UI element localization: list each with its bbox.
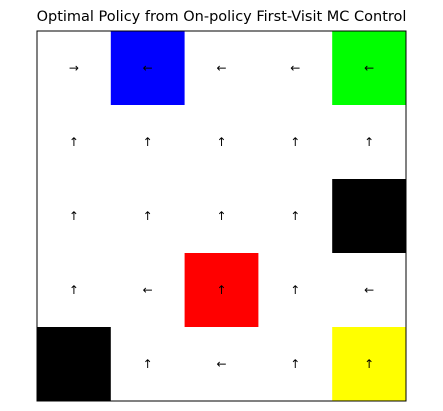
policy-arrow-r2-c1: ↑ — [143, 209, 153, 223]
policy-arrow-r3-c2: ↑ — [216, 283, 226, 297]
policy-arrow-r1-c2: ↑ — [216, 135, 226, 149]
grid-cell-r2-c4-black — [332, 179, 406, 253]
policy-arrow-r0-c3: ← — [290, 61, 300, 75]
policy-arrow-r0-c0: → — [69, 61, 79, 75]
policy-arrow-r2-c0: ↑ — [69, 209, 79, 223]
policy-arrow-r1-c4: ↑ — [364, 135, 374, 149]
grid-cells: → ← ← ← ← ↑ ↑ ↑ ↑ ↑ ↑ ↑ ↑ ↑ ↑ ← ↑ ↑ ← ↑ ← ↑ ↑ — [37, 31, 406, 401]
policy-arrow-r4-c4: ↑ — [364, 357, 374, 371]
policy-arrow-r3-c4: ← — [364, 283, 374, 297]
policy-arrow-r1-c1: ↑ — [143, 135, 153, 149]
policy-arrow-r0-c4: ← — [364, 61, 374, 75]
policy-arrow-r3-c3: ↑ — [290, 283, 300, 297]
grid-cell-r4-c0-black — [37, 327, 111, 401]
policy-arrow-r4-c1: ↑ — [143, 357, 153, 371]
policy-arrow-r3-c0: ↑ — [69, 283, 79, 297]
policy-arrow-r4-c2: ← — [216, 357, 226, 371]
policy-arrow-r1-c0: ↑ — [69, 135, 79, 149]
policy-arrow-r0-c2: ← — [216, 61, 226, 75]
policy-arrow-r4-c3: ↑ — [290, 357, 300, 371]
policy-arrow-r3-c1: ← — [143, 283, 153, 297]
policy-arrow-r1-c3: ↑ — [290, 135, 300, 149]
policy-arrow-r2-c3: ↑ — [290, 209, 300, 223]
policy-arrow-r2-c2: ↑ — [216, 209, 226, 223]
policy-arrow-r0-c1: ← — [143, 61, 153, 75]
